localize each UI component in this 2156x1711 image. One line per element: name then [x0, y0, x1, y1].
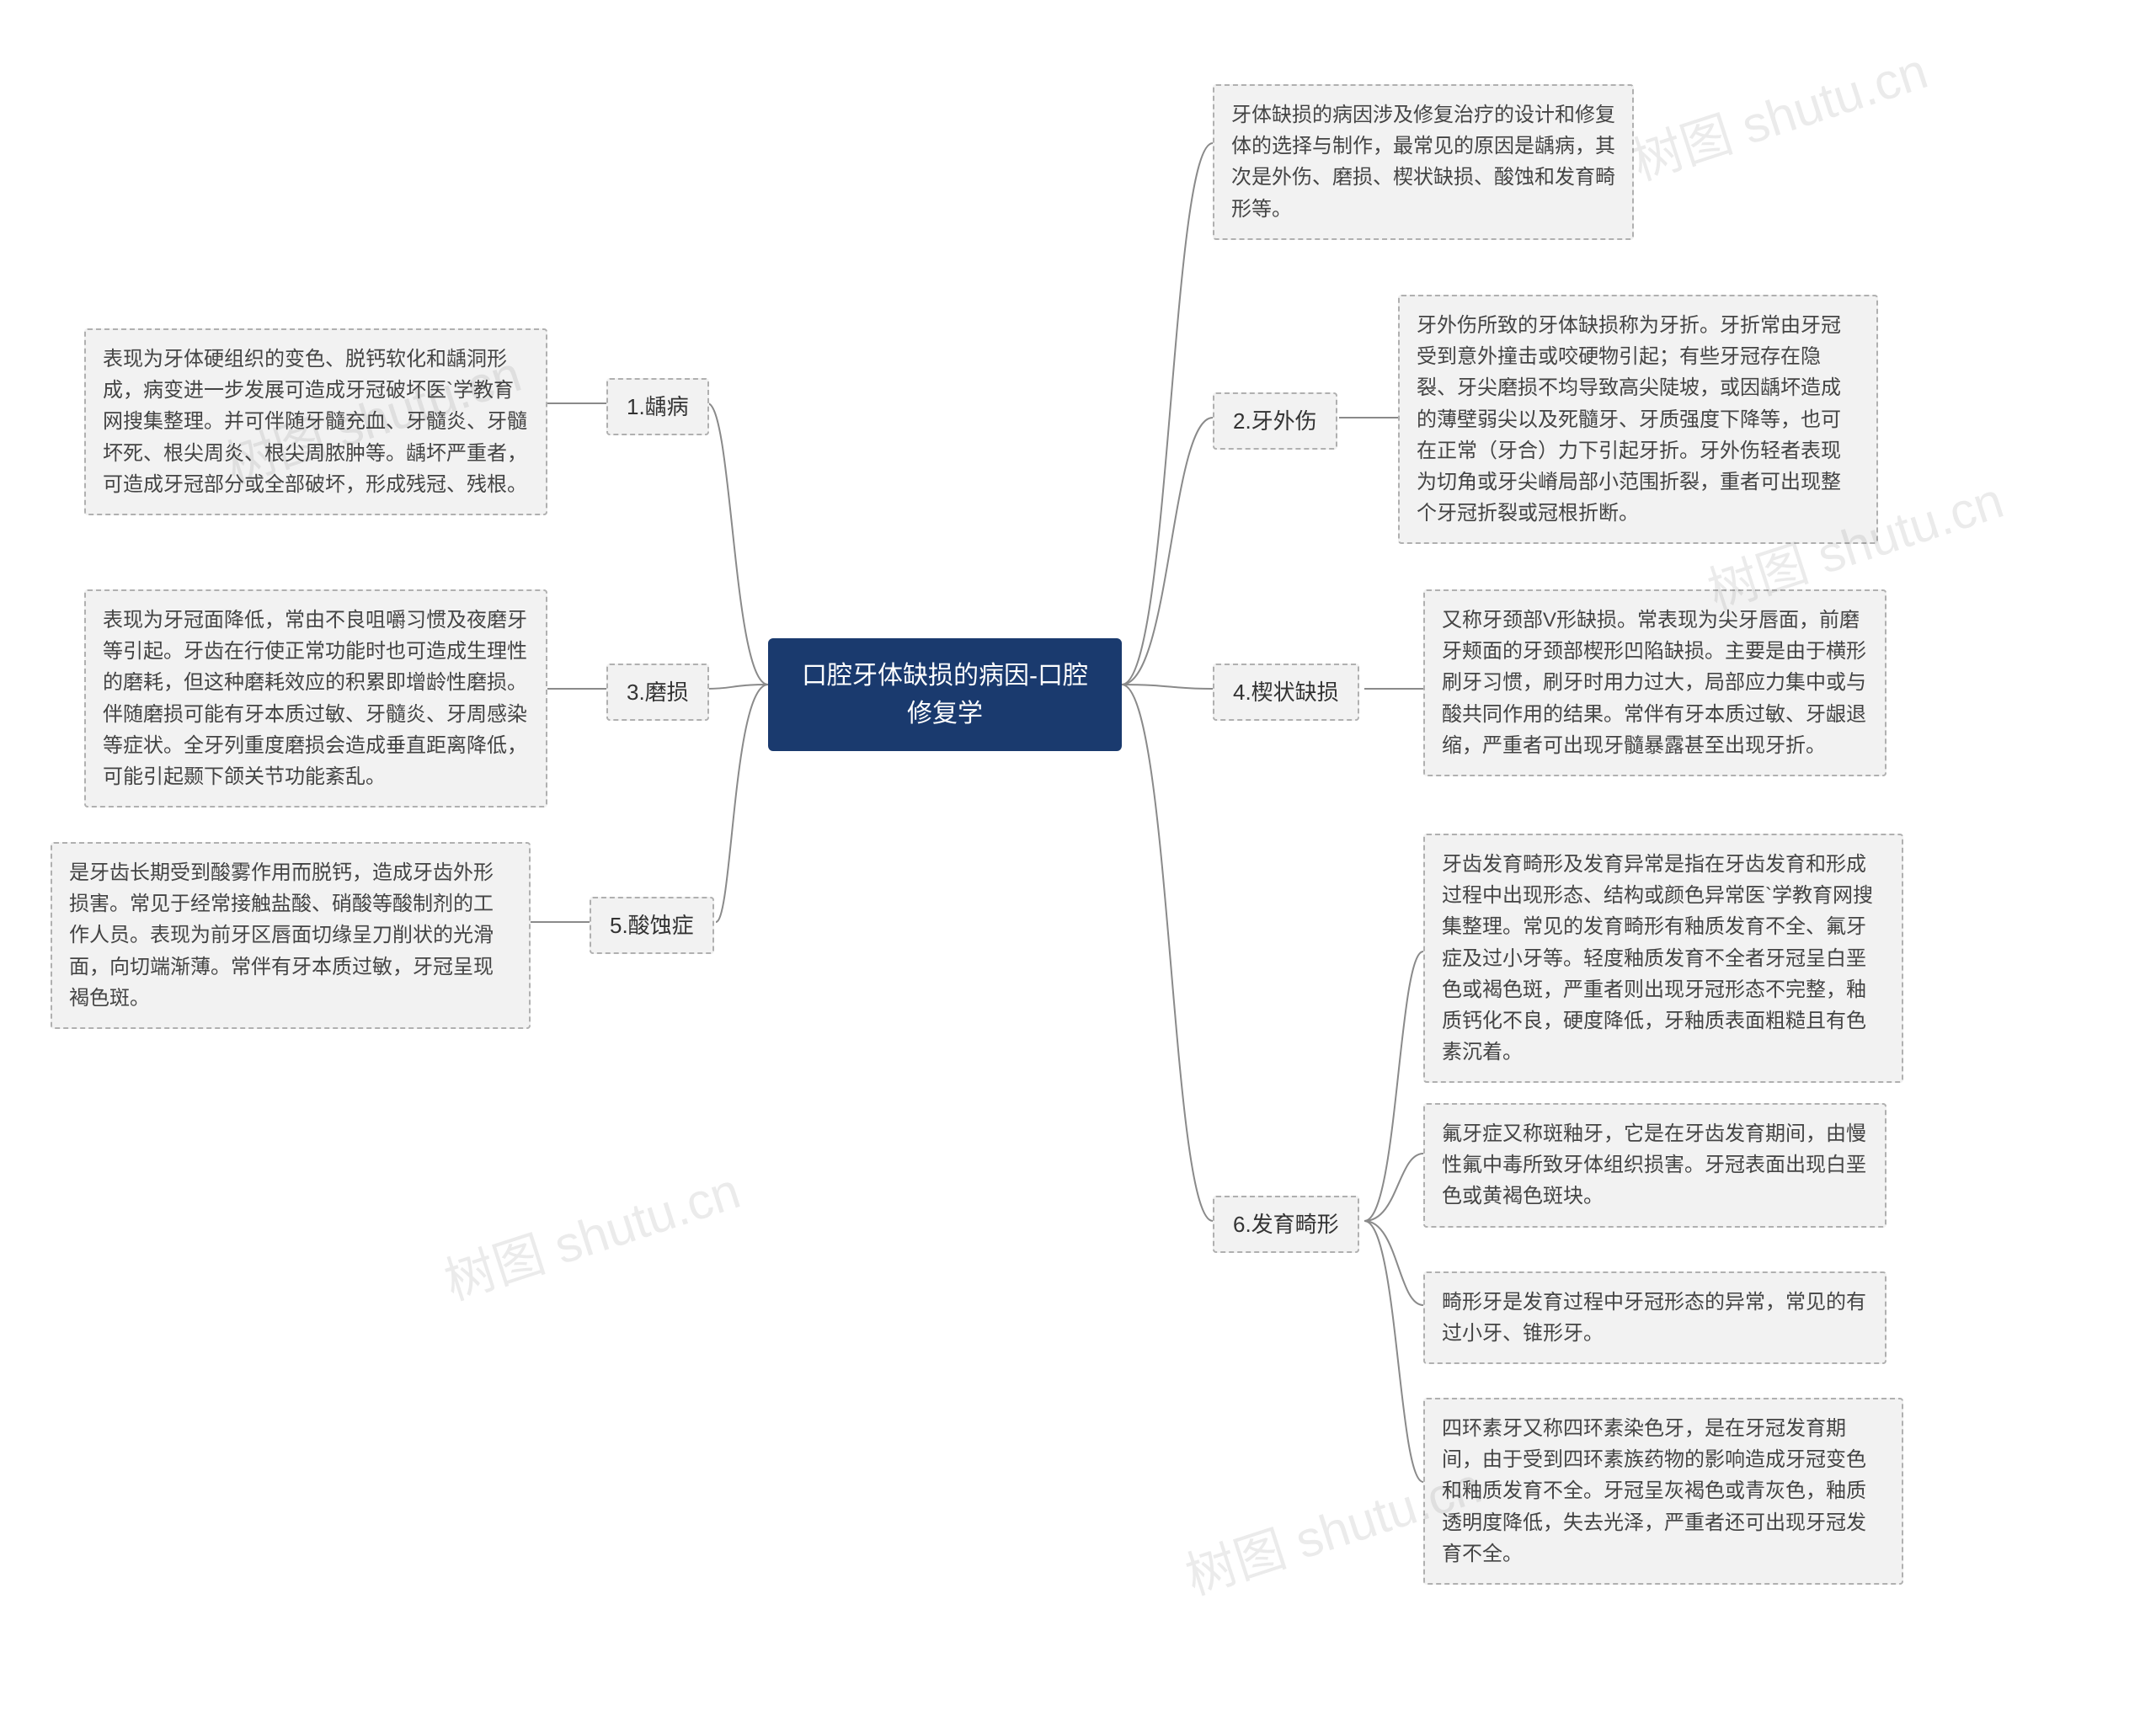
- leaf-b6l1-text: 牙齿发育畸形及发育异常是指在牙齿发育和形成过程中出现形态、结构或颜色异常医`学教…: [1442, 853, 1873, 1063]
- leaf-b6l3-text: 畸形牙是发育过程中牙冠形态的异常，常见的有过小牙、锥形牙。: [1442, 1291, 1866, 1345]
- watermark: 树图 shutu.cn: [434, 1150, 748, 1314]
- leaf-intro: 牙体缺损的病因涉及修复治疗的设计和修复体的选择与制作，最常见的原因是龋病，其次是…: [1213, 84, 1634, 240]
- leaf-b5l1-text: 是牙齿长期受到酸雾作用而脱钙，造成牙齿外形损害。常见于经常接触盐酸、硝酸等酸制剂…: [69, 861, 494, 1010]
- branch-6: 6.发育畸形: [1213, 1196, 1359, 1253]
- branch-5: 5.酸蚀症: [590, 897, 714, 954]
- branch-4-label: 4.楔状缺损: [1233, 680, 1339, 705]
- branch-6-label: 6.发育畸形: [1233, 1212, 1339, 1237]
- leaf-b6l2-text: 氟牙症又称斑釉牙，它是在牙齿发育期间，由慢性氟中毒所致牙体组织损害。牙冠表面出现…: [1442, 1122, 1866, 1207]
- leaf-b3l1-text: 表现为牙冠面降低，常由不良咀嚼习惯及夜磨牙等引起。牙齿在行使正常功能时也可造成生…: [103, 609, 527, 788]
- leaf-b6l4: 四环素牙又称四环素染色牙，是在牙冠发育期间，由于受到四环素族药物的影响造成牙冠变…: [1423, 1398, 1903, 1585]
- watermark-text: 树图 shutu.cn: [438, 1162, 746, 1310]
- leaf-b6l1: 牙齿发育畸形及发育异常是指在牙齿发育和形成过程中出现形态、结构或颜色异常医`学教…: [1423, 834, 1903, 1083]
- leaf-b2l1-text: 牙外伤所致的牙体缺损称为牙折。牙折常由牙冠受到意外撞击或咬硬物引起；有些牙冠存在…: [1417, 314, 1841, 525]
- leaf-b4l1-text: 又称牙颈部V形缺损。常表现为尖牙唇面，前磨牙颊面的牙颈部楔形凹陷缺损。主要是由于…: [1442, 609, 1866, 757]
- leaf-b3l1: 表现为牙冠面降低，常由不良咀嚼习惯及夜磨牙等引起。牙齿在行使正常功能时也可造成生…: [84, 589, 547, 808]
- center-node: 口腔牙体缺损的病因-口腔修复学: [768, 638, 1122, 751]
- leaf-b1l1-text: 表现为牙体硬组织的变色、脱钙软化和龋洞形成，病变进一步发展可造成牙冠破坏医`学教…: [103, 348, 527, 496]
- branch-2-label: 2.牙外伤: [1233, 408, 1317, 434]
- branch-1: 1.龋病: [606, 378, 709, 435]
- leaf-intro-text: 牙体缺损的病因涉及修复治疗的设计和修复体的选择与制作，最常见的原因是龋病，其次是…: [1231, 104, 1615, 221]
- branch-2: 2.牙外伤: [1213, 392, 1337, 450]
- branch-1-label: 1.龋病: [627, 394, 689, 419]
- leaf-b1l1: 表现为牙体硬组织的变色、脱钙软化和龋洞形成，病变进一步发展可造成牙冠破坏医`学教…: [84, 328, 547, 515]
- branch-4: 4.楔状缺损: [1213, 664, 1359, 721]
- branch-5-label: 5.酸蚀症: [610, 913, 694, 938]
- leaf-b4l1: 又称牙颈部V形缺损。常表现为尖牙唇面，前磨牙颊面的牙颈部楔形凹陷缺损。主要是由于…: [1423, 589, 1886, 776]
- branch-3: 3.磨损: [606, 664, 709, 721]
- branch-3-label: 3.磨损: [627, 680, 689, 705]
- leaf-b6l2: 氟牙症又称斑釉牙，它是在牙齿发育期间，由慢性氟中毒所致牙体组织损害。牙冠表面出现…: [1423, 1103, 1886, 1228]
- watermark: 树图 shutu.cn: [1621, 30, 1935, 195]
- mindmap-canvas: 口腔牙体缺损的病因-口腔修复学 1.龋病 表现为牙体硬组织的变色、脱钙软化和龋洞…: [0, 0, 2156, 1711]
- leaf-b5l1: 是牙齿长期受到酸雾作用而脱钙，造成牙齿外形损害。常见于经常接触盐酸、硝酸等酸制剂…: [51, 842, 531, 1029]
- center-title: 口腔牙体缺损的病因-口腔修复学: [802, 662, 1088, 728]
- leaf-b6l3: 畸形牙是发育过程中牙冠形态的异常，常见的有过小牙、锥形牙。: [1423, 1271, 1886, 1364]
- leaf-b6l4-text: 四环素牙又称四环素染色牙，是在牙冠发育期间，由于受到四环素族药物的影响造成牙冠变…: [1442, 1417, 1866, 1565]
- leaf-b2l1: 牙外伤所致的牙体缺损称为牙折。牙折常由牙冠受到意外撞击或咬硬物引起；有些牙冠存在…: [1398, 295, 1878, 544]
- watermark-text: 树图 shutu.cn: [1625, 42, 1934, 190]
